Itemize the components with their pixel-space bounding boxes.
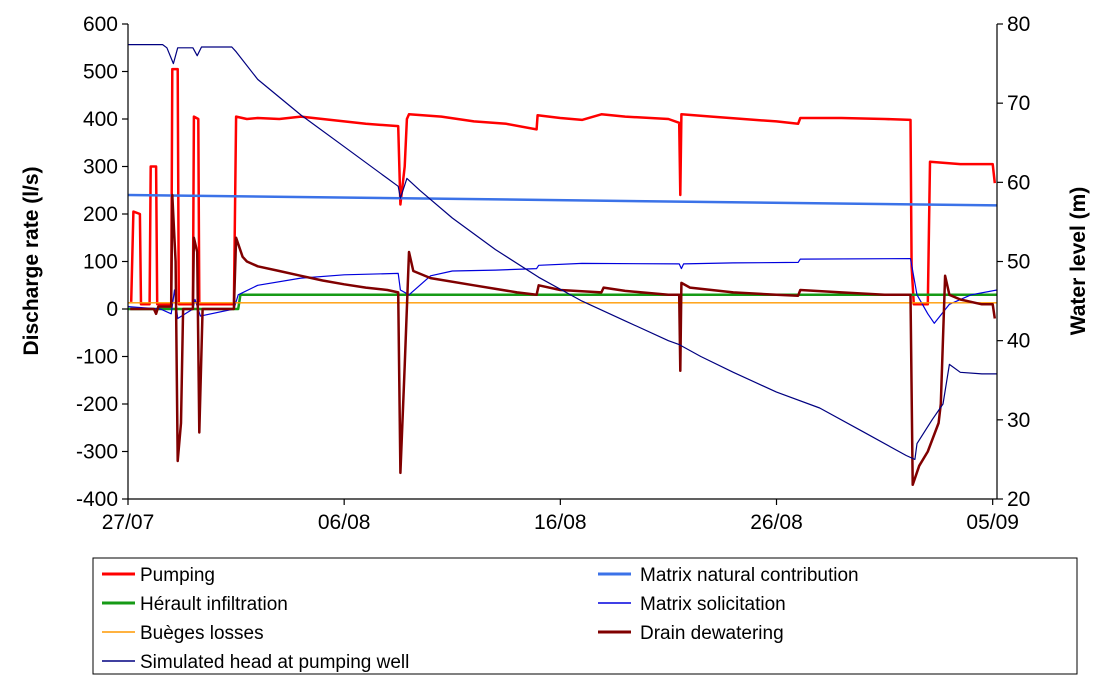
y-tick-label: -200 [76,393,118,416]
y-tick-label: -100 [76,346,118,369]
legend-label: Drain dewatering [640,623,784,644]
legend-label: Hérault infiltration [140,594,288,615]
y-tick-label: 500 [83,61,118,84]
series-line-simulated-head-at-pumping-well [128,44,997,460]
legend-item-drain-dewatering: Drain dewatering [598,623,784,644]
y-tick-label: 300 [83,156,118,179]
x-tick-label: 26/08 [750,511,803,534]
y-tick-label: 400 [83,108,118,131]
y-axis-left-title: Discharge rate (l/s) [20,166,43,355]
y2-tick-label: 20 [1007,488,1030,511]
legend-item-pumping: Pumping [102,565,215,586]
y-axis-right-title: Water level (m) [1067,187,1090,336]
legend-frame [92,557,1078,675]
legend-item-simulated-head: Simulated head at pumping well [102,652,409,673]
x-tick-label: 06/08 [318,511,371,534]
y2-tick-label: 40 [1007,330,1030,353]
y-tick-label: -300 [76,441,118,464]
y2-tick-label: 50 [1007,251,1030,274]
legend-label: Buèges losses [140,623,264,644]
y2-tick-label: 60 [1007,171,1030,194]
y-tick-label: 100 [83,251,118,274]
series-line-drain-dewatering [130,193,997,487]
y-tick-label: 200 [83,203,118,226]
y2-tick-label: 30 [1007,409,1030,432]
legend-label: Matrix solicitation [640,594,786,615]
x-tick-label: 27/07 [102,511,155,534]
y-tick-label: 0 [106,298,118,321]
legend-item-herault-infiltration: Hérault infiltration [102,594,288,615]
legend-label: Simulated head at pumping well [140,652,409,673]
legend-item-matrix-natural-contribution: Matrix natural contribution [598,565,859,586]
legend: Pumping Matrix natural contribution Héra… [92,557,1078,675]
series-line-pumping [129,67,997,306]
x-tick-label: 05/09 [966,511,1019,534]
legend-item-bueges-losses: Buèges losses [102,623,264,644]
legend-item-matrix-solicitation: Matrix solicitation [598,594,786,615]
series-line-matrix-solicitation [128,258,997,324]
y2-tick-label: 80 [1007,13,1030,36]
y2-tick-label: 70 [1007,92,1030,115]
plot-area: 600 500 400 300 200 100 0 -100 -200 -300 -400 80 70 6… [76,13,1030,534]
series-line-matrix-natural-contribution [128,193,997,207]
legend-label: Pumping [140,565,215,586]
series-line-herault-infiltration [128,293,997,311]
legend-label: Matrix natural contribution [640,565,859,586]
y-tick-label: 600 [83,13,118,36]
x-tick-label: 16/08 [534,511,587,534]
y-tick-label: -400 [76,488,118,511]
